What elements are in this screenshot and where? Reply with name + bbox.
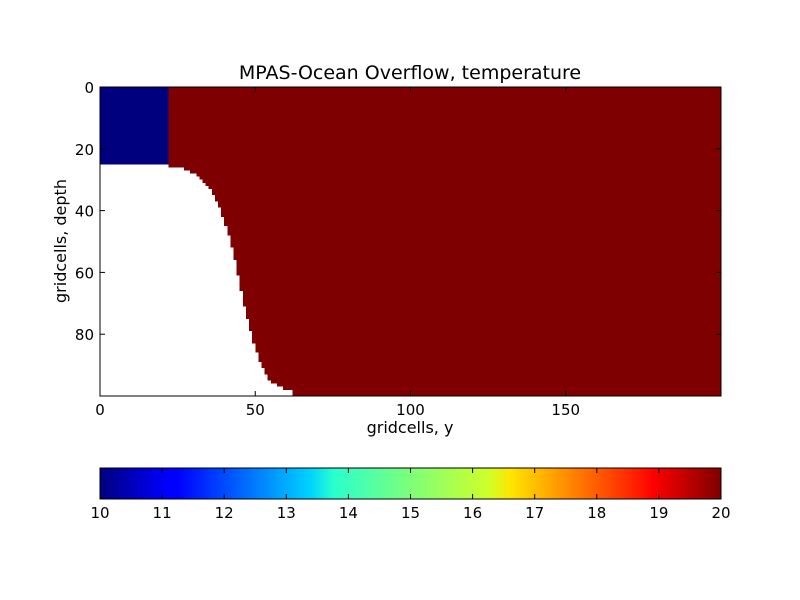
x-tick-label: 150: [551, 401, 580, 419]
colorbar-tick-label: 11: [153, 504, 172, 522]
land-mask: [100, 164, 293, 396]
x-tick-label: 100: [396, 401, 425, 419]
x-axis-label: gridcells, y: [367, 418, 454, 437]
chart-title: MPAS-Ocean Overflow, temperature: [239, 62, 581, 84]
colorbar-tick-label: 15: [401, 504, 420, 522]
colorbar-tick-label: 16: [463, 504, 482, 522]
x-tick-label: 50: [246, 401, 265, 419]
region-warm: [168, 87, 721, 396]
colorbar-tick-label: 10: [90, 504, 109, 522]
colorbar-tick-label: 18: [587, 504, 606, 522]
colorbar-tick-label: 19: [649, 504, 668, 522]
y-tick-label: 0: [84, 79, 94, 97]
y-tick-label: 60: [75, 264, 94, 282]
y-tick-label: 20: [75, 141, 94, 159]
colorbar-tick-label: 14: [339, 504, 358, 522]
y-tick-label: 40: [75, 203, 94, 221]
y-axis-label: gridcells, depth: [51, 179, 70, 303]
colorbar-gradient: [99, 467, 722, 500]
colorbar-tick-label: 20: [711, 504, 730, 522]
colorbar: 10 11 12 13 14 15 16 17 18 19 20: [90, 467, 731, 522]
y-tick-label: 80: [75, 326, 94, 344]
colorbar-tick-label: 13: [277, 504, 296, 522]
x-tick-label: 0: [95, 401, 105, 419]
colorbar-tick-label: 17: [525, 504, 544, 522]
colorbar-tick-label: 12: [215, 504, 234, 522]
region-cold: [100, 87, 169, 165]
plot-area: 0 50 100 150 0 20 40 60 80: [75, 79, 722, 419]
